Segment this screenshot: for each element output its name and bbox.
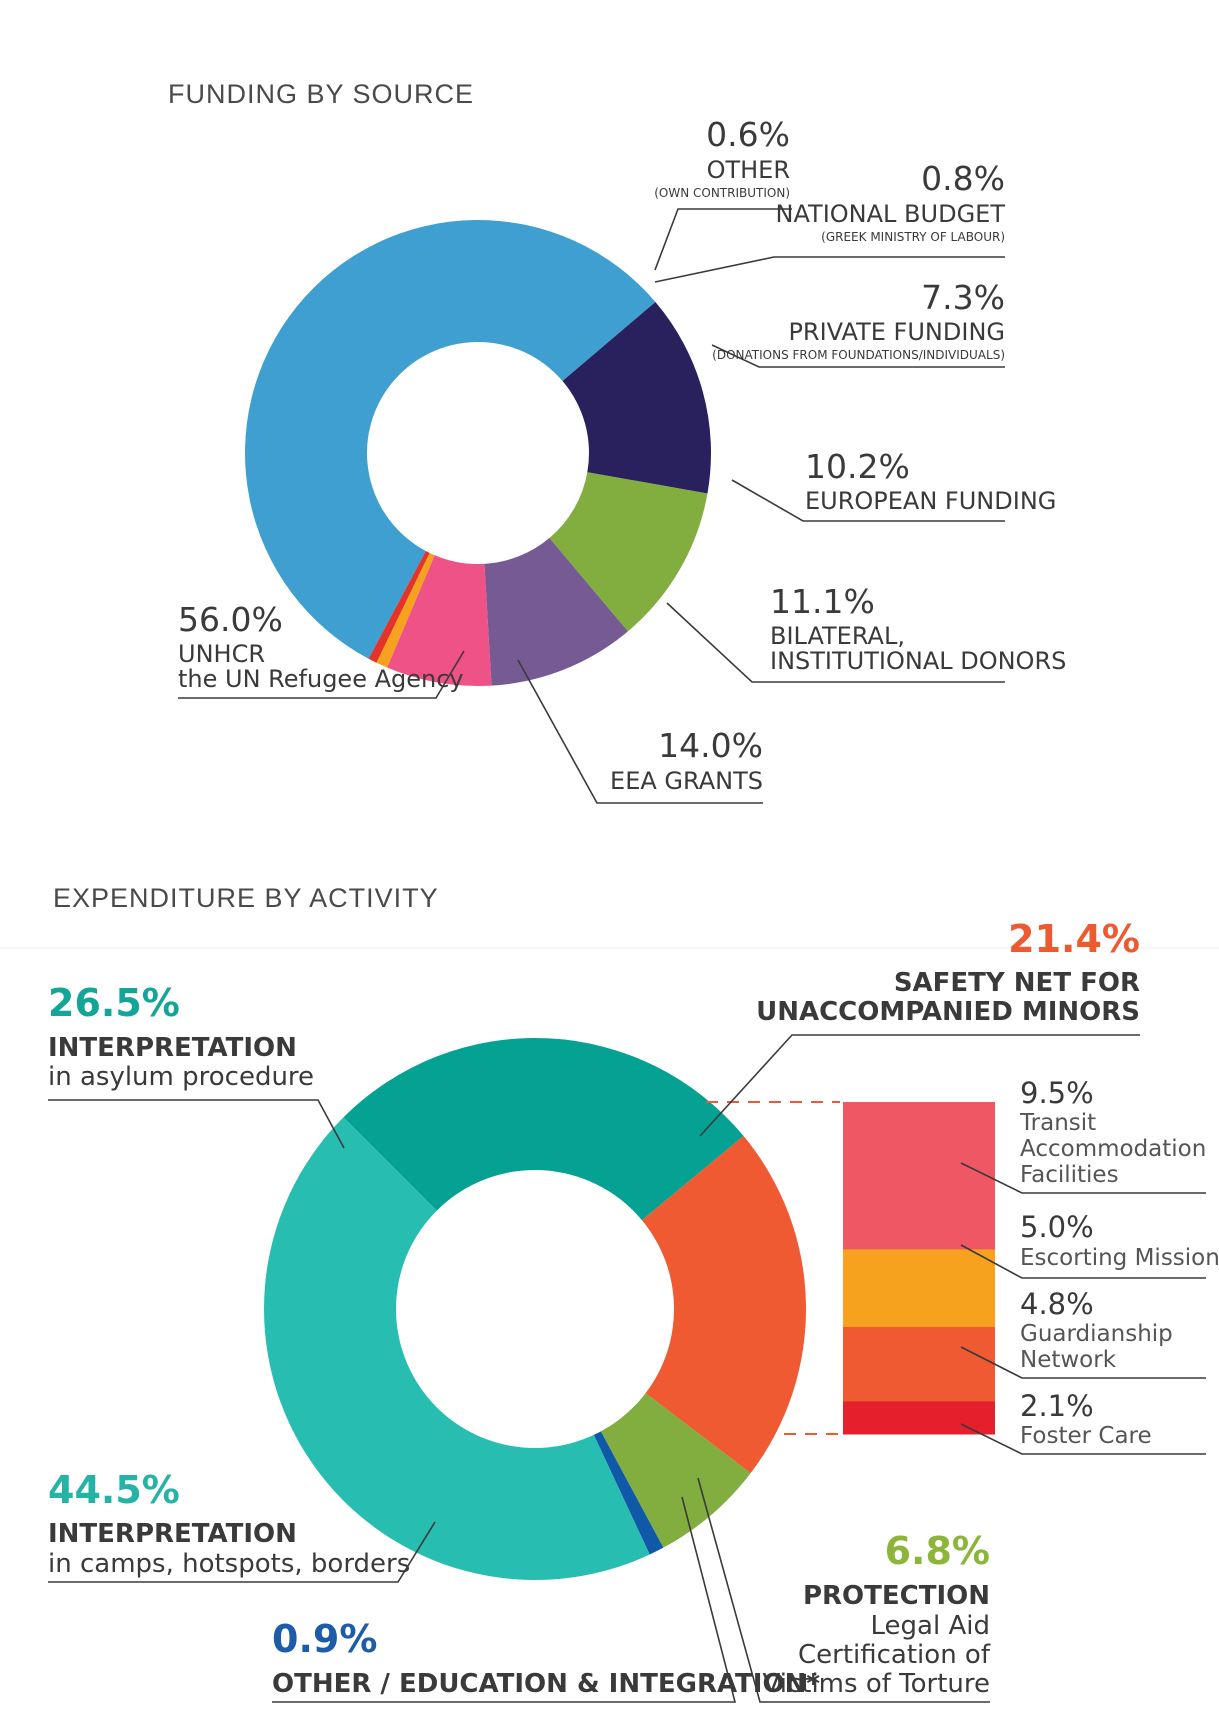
private-note: (DONATIONS FROM FOUNDATIONS/INDIVIDUALS)	[712, 348, 1005, 362]
protection-label-line1: PROTECTION	[803, 1581, 990, 1611]
exp-label-camps: 44.5% INTERPRETATION in camps, hotspots,…	[48, 1468, 410, 1579]
guardianship-pct: 4.8%	[1020, 1287, 1094, 1321]
european-label: EUROPEAN FUNDING	[805, 487, 1056, 515]
transit-pct: 9.5%	[1020, 1076, 1094, 1110]
funding-label-other: 0.6% OTHER (OWN CONTRIBUTION)	[654, 115, 790, 200]
guardianship-label-line2: Network	[1020, 1347, 1117, 1373]
national-pct: 0.8%	[921, 159, 1005, 198]
breakdown-label-transit: 9.5% Transit Accommodation Facilities	[1019, 1076, 1206, 1188]
transit-label-line1: Transit	[1019, 1110, 1096, 1136]
european-pct: 10.2%	[805, 447, 910, 486]
expenditure-leaders	[48, 1034, 1206, 1703]
expenditure-slice-protection-legal-aid-certification-of-victims-of-torture	[600, 1393, 751, 1548]
breakdown-connectors	[706, 1101, 840, 1435]
asylum-label-line1: INTERPRETATION	[48, 1033, 297, 1063]
funding-label-unhcr: 56.0% UNHCR the UN Refugee Agency	[178, 600, 464, 693]
unhcr-label-line1: UNHCR	[178, 640, 265, 668]
funding-slice-other	[368, 551, 430, 663]
camps-label-line2: in camps, hotspots, borders	[48, 1549, 410, 1579]
asylum-label-line2: in asylum procedure	[48, 1062, 314, 1092]
funding-label-european: 10.2% EUROPEAN FUNDING	[805, 447, 1056, 515]
safety-net-label-line1: SAFETY NET FOR	[894, 968, 1140, 998]
funding-donut	[245, 220, 711, 686]
funding-slice-eea-grants	[562, 301, 711, 494]
expenditure-slice-interpretation-in-asylum-procedure	[343, 1037, 744, 1221]
funding-slice-private-funding	[387, 555, 492, 686]
breakdown-segment-guardianship-network	[843, 1326, 995, 1402]
other-edu-label: OTHER / EDUCATION & INTEGRATION*	[272, 1669, 820, 1699]
expenditure-donut	[263, 1037, 806, 1580]
funding-leaders	[178, 208, 1005, 804]
other-label: OTHER	[707, 156, 790, 184]
funding-label-eea: 14.0% EEA GRANTS	[610, 726, 763, 795]
protection-label-line3: Certification of	[798, 1640, 991, 1670]
breakdown-label-foster: 2.1% Foster Care	[1020, 1389, 1152, 1449]
funding-label-national: 0.8% NATIONAL BUDGET (GREEK MINISTRY OF …	[776, 159, 1006, 244]
funding-title: FUNDING BY SOURCE	[168, 79, 474, 109]
other-pct: 0.6%	[706, 115, 790, 154]
funding-slice-unhcr-the-un-refugee-agency	[245, 220, 656, 659]
exp-label-safety-net: 21.4% SAFETY NET FOR UNACCOMPANIED MINOR…	[756, 917, 1140, 1027]
escorting-label: Escorting Missions	[1020, 1245, 1219, 1271]
camps-pct: 44.5%	[48, 1468, 180, 1512]
private-label: PRIVATE FUNDING	[788, 318, 1005, 346]
national-label: NATIONAL BUDGET	[776, 200, 1006, 228]
safety-net-breakdown-bar	[843, 1102, 995, 1435]
escorting-pct: 5.0%	[1020, 1210, 1094, 1244]
breakdown-label-guardianship: 4.8% Guardianship Network	[1020, 1287, 1173, 1373]
unhcr-label-line2: the UN Refugee Agency	[178, 665, 464, 693]
safety-net-label-line2: UNACCOMPANIED MINORS	[756, 997, 1140, 1027]
eea-label: EEA GRANTS	[610, 767, 763, 795]
funding-label-bilateral: 11.1% BILATERAL, INSTITUTIONAL DONORS	[770, 582, 1066, 675]
asylum-pct: 26.5%	[48, 981, 180, 1025]
funding-slice-bilateral-institutional-donors	[549, 472, 708, 632]
eea-pct: 14.0%	[658, 726, 763, 765]
unhcr-pct: 56.0%	[178, 600, 283, 639]
breakdown-label-escorting: 5.0% Escorting Missions	[1020, 1210, 1219, 1271]
exp-label-protection: 6.8% PROTECTION Legal Aid Certification …	[763, 1529, 991, 1699]
funding-label-private: 7.3% PRIVATE FUNDING (DONATIONS FROM FOU…	[712, 278, 1005, 362]
national-note: (GREEK MINISTRY OF LABOUR)	[821, 230, 1005, 244]
other-note: (OWN CONTRIBUTION)	[654, 186, 790, 200]
protection-pct: 6.8%	[885, 1529, 990, 1573]
protection-label-line4: Victims of Torture	[763, 1669, 990, 1699]
protection-label-line2: Legal Aid	[871, 1611, 990, 1641]
expenditure-slice-other-education-integration	[593, 1431, 664, 1555]
other-edu-pct: 0.9%	[272, 1617, 377, 1661]
expenditure-slice-safety-net-for-unaccompanied-minors	[641, 1135, 806, 1474]
foster-pct: 2.1%	[1020, 1389, 1094, 1423]
guardianship-label-line1: Guardianship	[1020, 1321, 1173, 1347]
transit-label-line2: Accommodation	[1020, 1136, 1206, 1162]
breakdown-segment-escorting-missions	[843, 1249, 995, 1328]
exp-label-other: 0.9% OTHER / EDUCATION & INTEGRATION*	[272, 1617, 820, 1699]
exp-label-asylum: 26.5% INTERPRETATION in asylum procedure	[48, 981, 314, 1092]
transit-label-line3: Facilities	[1020, 1162, 1119, 1188]
expenditure-slice-interpretation-in-camps-hotspots-borders	[263, 1117, 650, 1580]
funding-slice-national-budget	[376, 552, 435, 668]
private-pct: 7.3%	[921, 278, 1005, 317]
bilateral-label-line1: BILATERAL,	[770, 622, 905, 650]
camps-label-line1: INTERPRETATION	[48, 1519, 297, 1549]
funding-slice-european-funding	[484, 537, 628, 686]
foster-label: Foster Care	[1020, 1423, 1152, 1449]
bilateral-label-line2: INSTITUTIONAL DONORS	[770, 647, 1066, 675]
bilateral-pct: 11.1%	[770, 582, 875, 621]
safety-net-pct: 21.4%	[1008, 917, 1140, 961]
expenditure-title: EXPENDITURE BY ACTIVITY	[53, 883, 439, 913]
breakdown-segment-transit-accommodation-facilities	[843, 1102, 995, 1250]
